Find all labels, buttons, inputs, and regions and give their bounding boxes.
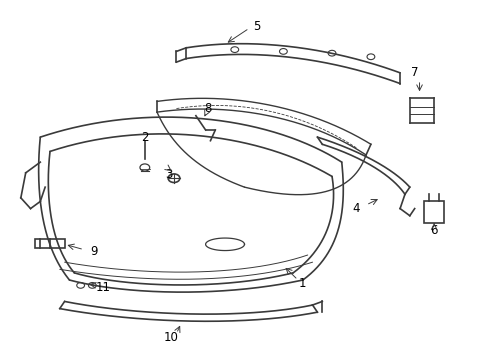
Text: 9: 9 (90, 245, 97, 258)
Text: 4: 4 (352, 202, 359, 215)
Text: 11: 11 (96, 281, 111, 294)
Bar (424, 202, 443, 223)
Text: 8: 8 (204, 102, 211, 115)
Text: 7: 7 (410, 66, 418, 79)
Text: 5: 5 (252, 20, 260, 33)
Text: 2: 2 (141, 131, 148, 144)
Bar (35, 239, 64, 248)
Text: 6: 6 (429, 224, 437, 237)
Text: 1: 1 (299, 277, 306, 290)
Text: 10: 10 (164, 331, 179, 344)
Text: 3: 3 (165, 168, 172, 181)
